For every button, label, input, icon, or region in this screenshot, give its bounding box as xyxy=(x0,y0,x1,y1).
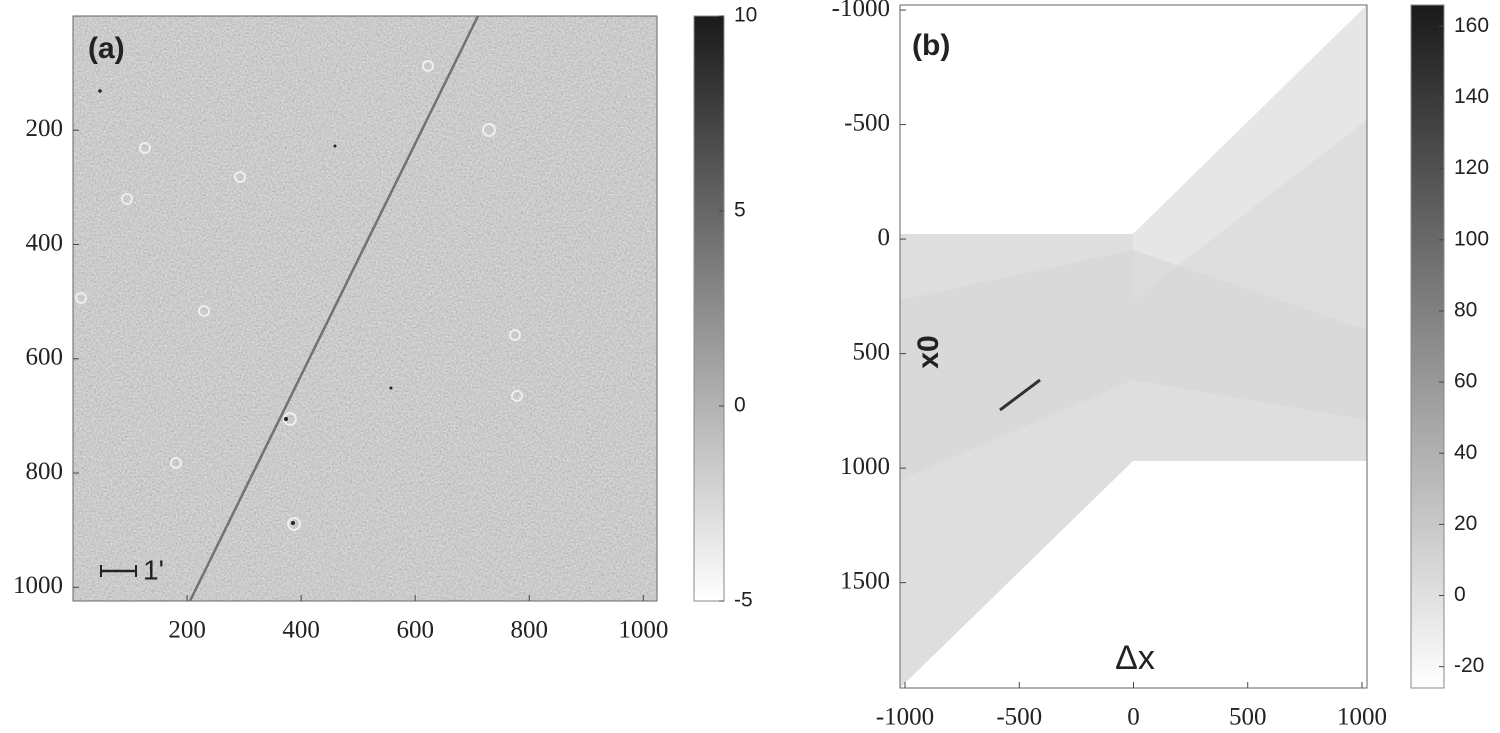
panel-a-image: 1' (a) xyxy=(72,15,658,602)
y-tick-label: -500 xyxy=(844,109,890,136)
y-tick-label: 1000 xyxy=(840,453,890,480)
scale-label: 1' xyxy=(143,554,164,585)
colorbar-tick-label: 100 xyxy=(1454,227,1489,250)
panel-label: (b) xyxy=(912,29,950,62)
peak xyxy=(999,378,1041,412)
y-tick-label: -1000 xyxy=(832,0,890,22)
y-axis-label: x0 xyxy=(912,335,945,368)
y-tick-label: 400 xyxy=(26,229,64,256)
y-tick-label: 1000 xyxy=(13,572,63,599)
x-tick-label: 1000 xyxy=(618,617,668,644)
panel-label: (a) xyxy=(88,32,125,65)
x-tick-label: 500 xyxy=(1229,704,1267,731)
y-tick-label: 500 xyxy=(853,338,891,365)
x-tick-label: 200 xyxy=(168,617,206,644)
colorbar-tick-label: 60 xyxy=(1454,370,1477,393)
colorbar-tick-label: 0 xyxy=(734,394,746,417)
colorbar-tick-label: 40 xyxy=(1454,441,1477,464)
x-tick-label: 800 xyxy=(511,617,549,644)
panel-b-image: (b) Δx x0 xyxy=(899,4,1368,689)
streak xyxy=(188,15,480,602)
y-tick-label: 0 xyxy=(878,224,891,251)
x-axis-label: Δx xyxy=(1115,639,1155,677)
colorbar-tick-label: 5 xyxy=(734,199,746,222)
x-tick-label: 1000 xyxy=(1337,704,1387,731)
colorbar-tick-label: 120 xyxy=(1454,156,1489,179)
x-tick-label: -500 xyxy=(996,704,1042,731)
x-tick-label: 0 xyxy=(1127,704,1140,731)
sources xyxy=(75,60,523,531)
colorbar-tick-label: -20 xyxy=(1454,654,1484,677)
colorbar-tick-label: 10 xyxy=(734,4,757,27)
y-tick-label: 200 xyxy=(26,115,64,142)
projection-shade xyxy=(1133,5,1367,300)
colorbar-tick-label: 160 xyxy=(1454,14,1489,37)
colorbar-tick-label: 80 xyxy=(1454,298,1477,321)
y-tick-label: 600 xyxy=(26,344,64,371)
colorbar xyxy=(693,15,725,602)
x-tick-label: 600 xyxy=(396,617,434,644)
y-tick-label: 1500 xyxy=(840,567,890,594)
colorbar-tick-label: 0 xyxy=(1454,583,1466,606)
dark-dots xyxy=(98,89,393,525)
projection-shade xyxy=(900,250,1367,480)
colorbar-tick-label: 140 xyxy=(1454,85,1489,108)
colorbar xyxy=(1410,4,1445,689)
noise-image xyxy=(73,16,657,601)
x-tick-label: -1000 xyxy=(876,704,934,731)
x-tick-label: 400 xyxy=(282,617,320,644)
colorbar-tick-label: -5 xyxy=(734,589,753,612)
colorbar-tick-label: 20 xyxy=(1454,512,1477,535)
axes-frame xyxy=(72,15,658,602)
y-tick-label: 800 xyxy=(26,458,64,485)
